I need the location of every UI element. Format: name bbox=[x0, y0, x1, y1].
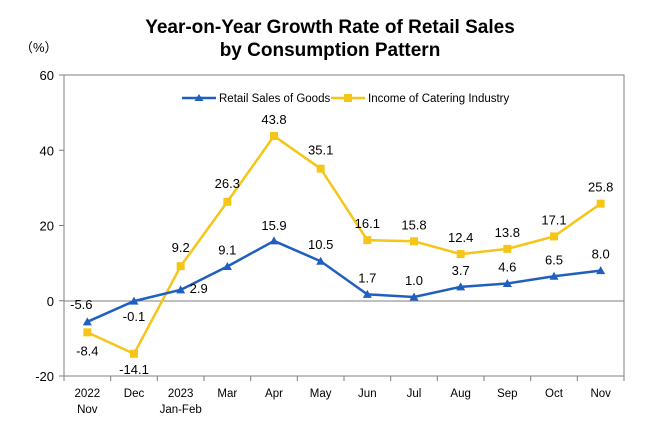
data-label: -5.6 bbox=[70, 297, 92, 312]
data-label: 16.1 bbox=[355, 216, 380, 231]
legend-retail-label: Retail Sales of Goods bbox=[219, 93, 330, 105]
data-point bbox=[363, 236, 372, 245]
data-point bbox=[82, 317, 92, 326]
plot-area bbox=[63, 74, 625, 377]
data-label: 4.6 bbox=[498, 259, 516, 274]
legend-catering-marker bbox=[344, 94, 352, 102]
x-tick-label: Jan-Feb bbox=[160, 404, 202, 416]
data-label: 25.8 bbox=[588, 180, 613, 195]
x-tick-label: 2022 bbox=[75, 388, 101, 400]
y-tick-label: 0 bbox=[47, 294, 54, 309]
x-tick-label: Oct bbox=[545, 388, 564, 400]
legend-catering-label: Income of Catering Industry bbox=[368, 93, 510, 105]
x-tick-label: Jul bbox=[407, 388, 422, 400]
data-label: 12.4 bbox=[448, 230, 473, 245]
data-point bbox=[550, 232, 558, 241]
data-point bbox=[129, 296, 139, 305]
chart-title-line-2: by Consumption Pattern bbox=[219, 40, 441, 61]
data-label: -0.1 bbox=[123, 309, 145, 324]
x-tick-label: Aug bbox=[450, 388, 470, 400]
data-point bbox=[596, 199, 605, 208]
y-tick-label: -20 bbox=[35, 369, 54, 384]
chart-title-line-1: Year-on-Year Growth Rate of Retail Sales bbox=[145, 17, 515, 38]
data-point bbox=[223, 197, 232, 206]
x-tick-label: 2023 bbox=[168, 388, 194, 400]
x-tick-label: May bbox=[310, 388, 332, 400]
data-point bbox=[502, 278, 512, 287]
data-point bbox=[409, 292, 419, 301]
data-label: 15.8 bbox=[401, 217, 426, 232]
legend-item-catering: Income of Catering Industry bbox=[331, 93, 510, 105]
data-label: 2.9 bbox=[190, 281, 208, 296]
series-layer: -5.6 -0.1 2.9 9.1 15.9 10.5 1.7 1.0 3.7 4.6 6.5 8.0… bbox=[70, 112, 613, 377]
series-line bbox=[86, 134, 602, 356]
x-tick-label: Nov bbox=[77, 404, 98, 416]
y-unit-label: （%） bbox=[20, 40, 58, 55]
data-label: 6.5 bbox=[545, 252, 563, 267]
data-point bbox=[596, 266, 606, 275]
legend-item-retail: Retail Sales of Goods bbox=[182, 93, 330, 105]
data-point bbox=[549, 271, 559, 280]
data-label: 17.1 bbox=[541, 212, 566, 227]
data-label: 1.0 bbox=[405, 273, 423, 288]
data-point bbox=[222, 262, 232, 271]
x-tick-label: Apr bbox=[265, 388, 283, 400]
data-point bbox=[456, 250, 465, 259]
data-point bbox=[83, 328, 92, 337]
data-label: 3.7 bbox=[452, 263, 470, 278]
y-tick-label: 60 bbox=[40, 68, 54, 83]
chart-title: Year-on-Year Growth Rate of Retail Sales… bbox=[0, 16, 660, 62]
data-label: 8.0 bbox=[592, 247, 610, 262]
x-tick-label: Nov bbox=[590, 388, 611, 400]
data-point bbox=[362, 289, 372, 298]
y-tick-label: 20 bbox=[40, 219, 54, 234]
data-point bbox=[130, 349, 138, 358]
data-label: 43.8 bbox=[261, 112, 286, 127]
legend-retail-marker bbox=[194, 94, 204, 101]
legend: Retail Sales of Goods Income of Catering… bbox=[182, 93, 510, 105]
data-point bbox=[270, 131, 278, 140]
y-tick-label: 40 bbox=[40, 143, 54, 158]
data-label: -14.1 bbox=[119, 362, 149, 377]
data-label: 35.1 bbox=[308, 143, 333, 158]
x-tick-label: Sep bbox=[497, 388, 517, 400]
data-point bbox=[316, 164, 325, 173]
data-point bbox=[456, 282, 466, 291]
data-point bbox=[316, 256, 326, 265]
y-axis: -20 0 20 40 60 bbox=[35, 68, 64, 384]
x-axis: 2022 Nov Dec 2023 Jan-Feb Mar Apr May Jun Jul Aug S… bbox=[63, 376, 625, 416]
data-label: 15.9 bbox=[261, 218, 286, 233]
data-label: 26.3 bbox=[215, 176, 240, 191]
data-label: 9.1 bbox=[218, 243, 236, 258]
series-line bbox=[86, 239, 601, 323]
data-point bbox=[176, 262, 185, 271]
data-point bbox=[176, 285, 186, 294]
data-point bbox=[410, 237, 418, 246]
data-point bbox=[503, 244, 512, 253]
data-label: 9.2 bbox=[172, 240, 190, 255]
data-label: -8.4 bbox=[76, 343, 98, 358]
x-tick-label: Mar bbox=[217, 388, 237, 400]
data-point bbox=[269, 236, 279, 245]
data-label: 1.7 bbox=[358, 270, 376, 285]
x-tick-label: Jun bbox=[358, 388, 377, 400]
data-label: 13.8 bbox=[495, 225, 520, 240]
data-label: 10.5 bbox=[308, 237, 333, 252]
x-tick-label: Dec bbox=[124, 388, 145, 400]
